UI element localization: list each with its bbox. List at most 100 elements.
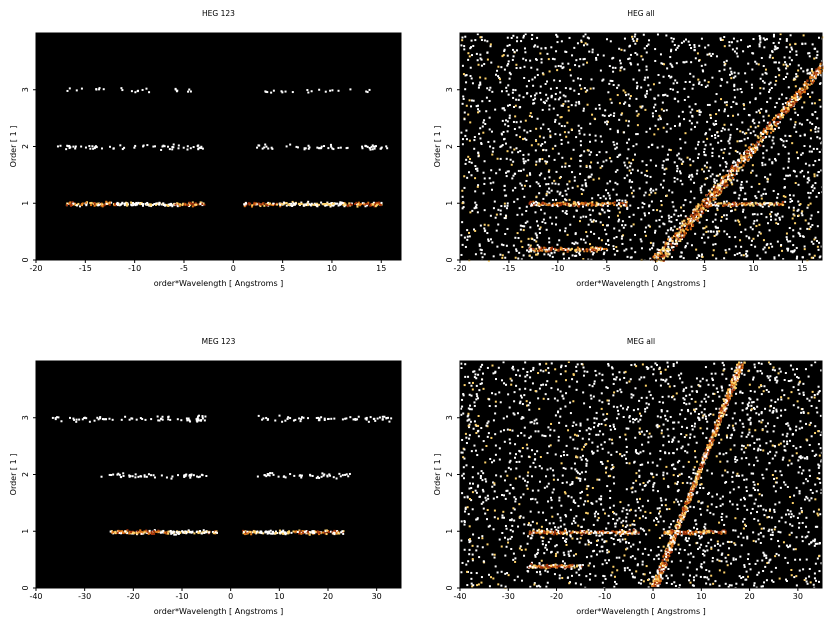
data-point [721,127,724,130]
data-point [488,89,491,92]
data-point [468,99,471,102]
data-point [757,125,760,128]
data-point [534,211,537,214]
data-point [768,203,771,206]
data-point [679,222,682,225]
data-point [764,163,767,166]
data-point [149,204,152,207]
data-point [820,169,823,172]
data-point [656,209,659,212]
data-point [762,239,765,242]
data-point [646,76,649,79]
data-point [696,52,699,55]
data-point [580,40,583,43]
data-point [613,203,616,206]
data-point [470,174,473,177]
data-point [810,396,813,399]
data-point [289,473,292,476]
data-point [545,183,548,186]
data-point [512,96,515,99]
data-point [661,164,664,167]
data-point [578,430,581,433]
data-point [505,171,508,174]
data-point [504,123,507,126]
data-point [124,415,127,418]
data-point [802,70,805,73]
data-point [182,202,185,205]
data-point [201,415,204,418]
data-point [306,89,309,92]
data-point [580,193,583,196]
data-point [589,250,592,253]
data-point [128,532,131,535]
data-point [581,205,584,208]
data-point [622,407,625,410]
data-point [562,201,565,204]
data-point [627,58,630,61]
data-point [806,92,809,95]
data-point [733,50,736,53]
data-point [588,50,591,53]
data-point [808,55,811,58]
data-point [759,38,762,41]
data-point [679,255,682,258]
data-point [693,210,696,213]
data-point [797,214,800,217]
data-point [662,423,665,426]
data-point [549,134,552,137]
data-point [597,516,600,519]
data-point [360,203,363,206]
data-point [698,213,701,216]
data-point [130,417,133,420]
data-point [331,147,334,150]
data-point [693,218,696,221]
data-point [489,182,492,185]
data-point [577,201,580,204]
data-point [483,253,486,256]
data-point [792,102,795,105]
data-point [738,167,741,170]
y-tick-label: 0 [445,257,454,262]
data-point [714,243,717,246]
data-point [718,184,721,187]
data-point [591,253,594,256]
data-point [141,204,144,207]
data-point [813,71,816,74]
data-point [666,238,669,241]
data-point [745,202,748,205]
data-point [643,202,646,205]
data-point [768,88,771,91]
data-point [795,99,798,102]
data-point [333,533,336,536]
data-point [557,64,560,67]
data-point [792,100,795,103]
data-point [538,246,541,249]
data-point [616,142,619,145]
data-point [329,89,332,92]
data-point [713,178,716,181]
data-point [587,223,590,226]
data-point [491,241,494,244]
data-point [242,532,245,535]
data-point [774,218,777,221]
data-point [517,98,520,101]
data-point [766,430,769,433]
data-point [684,132,687,135]
data-point [667,252,670,255]
data-point [728,142,731,145]
data-point [135,532,138,535]
data-point [623,161,626,164]
data-point [532,102,535,105]
data-point [649,127,652,130]
data-point [638,187,641,190]
x-tick-label: 0 [653,264,658,273]
data-point [60,420,63,423]
data-point [316,205,319,208]
data-point [762,192,765,195]
data-point [654,231,657,234]
data-point [776,113,779,116]
data-point [754,144,757,147]
data-point [179,203,182,206]
data-point [692,224,695,227]
data-point [644,214,647,217]
